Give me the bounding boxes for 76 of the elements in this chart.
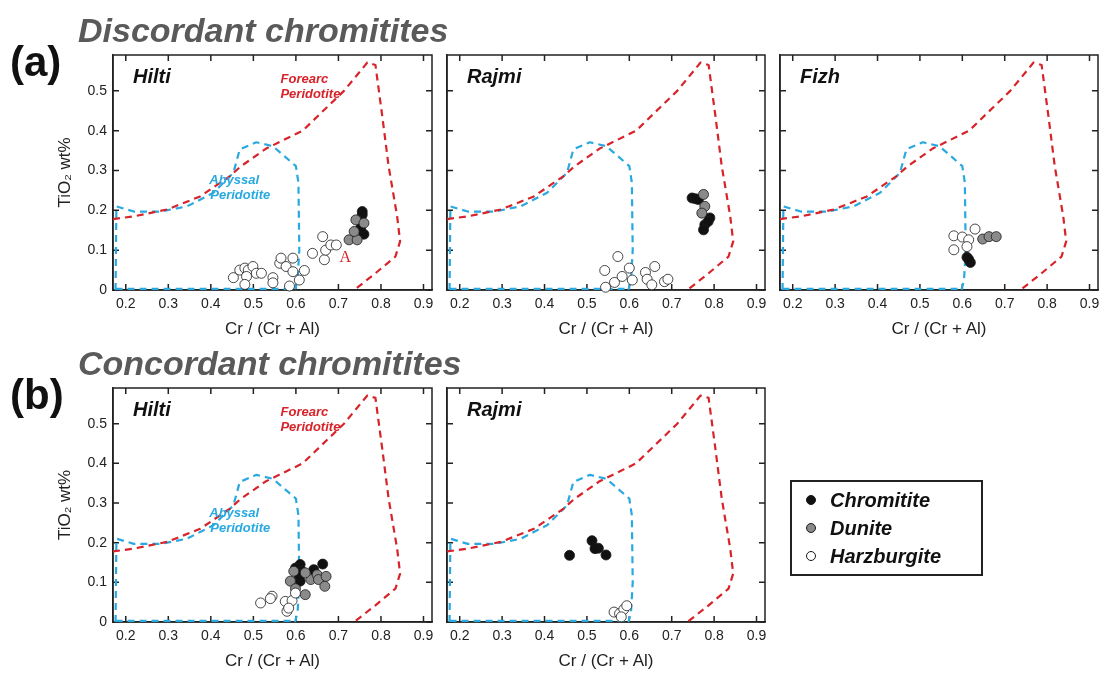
x-tick-label: 0.9 — [413, 627, 434, 644]
x-tick-label: 0.9 — [413, 295, 434, 312]
x-axis-title: Cr / (Cr + Al) — [558, 319, 654, 339]
x-axis-title: Cr / (Cr + Al) — [225, 319, 320, 339]
y-tick-label: 0.3 — [87, 493, 108, 510]
x-tick-label: 0.4 — [534, 627, 555, 644]
x-tick-label: 0.2 — [449, 295, 470, 312]
y-tick-label: 0.4 — [87, 121, 108, 138]
x-tick-label: 0.8 — [371, 295, 391, 312]
x-tick-label: 0.3 — [158, 627, 179, 644]
x-axis-title: Cr / (Cr + Al) — [558, 651, 654, 671]
x-tick-label: 0.9 — [1079, 295, 1100, 312]
x-tick-label: 0.2 — [116, 295, 136, 312]
x-tick-label: 0.9 — [746, 627, 767, 644]
series-label: Abyssal Peridotite — [208, 504, 271, 535]
x-tick-label: 0.8 — [1037, 295, 1058, 312]
text: Fizh — [800, 65, 840, 87]
series-label: Abyssal Peridotite — [208, 172, 271, 203]
x-axis-title: Cr / (Cr + Al) — [225, 651, 320, 671]
text: Concordant chromitites — [78, 344, 462, 382]
x-tick-label: 0.7 — [328, 295, 349, 312]
series-label: Forearc Peridotite — [280, 404, 341, 435]
x-tick-label: 0.6 — [286, 627, 306, 644]
x-tick-label: 0.4 — [867, 295, 888, 312]
x-tick-label: 0.4 — [201, 295, 221, 312]
x-tick-label: 0.3 — [158, 295, 179, 312]
text: Discordant chromitites — [78, 11, 449, 49]
legend-label: Dunite — [830, 516, 893, 540]
x-tick-label: 0.2 — [449, 627, 470, 644]
series-label: Forearc Peridotite — [280, 71, 341, 102]
y-axis-title: TiO₂ wt% — [54, 137, 74, 208]
x-tick-label: 0.2 — [782, 295, 803, 312]
x-tick-label: 0.7 — [661, 295, 682, 312]
x-tick-label: 0.5 — [910, 295, 930, 312]
x-tick-label: 0.6 — [619, 627, 640, 644]
y-tick-label: 0.2 — [87, 201, 108, 218]
text: Rajmi — [467, 65, 522, 87]
y-tick-label: 0.2 — [87, 533, 108, 550]
x-tick-label: 0.5 — [577, 627, 597, 644]
x-tick-label: 0.8 — [704, 627, 725, 644]
y-tick-label: 0.1 — [87, 241, 108, 258]
x-axis-title: Cr / (Cr + Al) — [891, 319, 987, 339]
y-tick-label: 0 — [99, 612, 108, 629]
x-tick-label: 0.2 — [116, 627, 136, 644]
x-tick-label: 0.4 — [534, 295, 555, 312]
y-tick-label: 0.5 — [87, 414, 108, 431]
text: (b) — [10, 371, 64, 418]
x-tick-label: 0.5 — [243, 627, 264, 644]
legend-label: Chromitite — [830, 488, 930, 512]
x-tick-label: 0.7 — [328, 627, 349, 644]
x-tick-label: 0.9 — [746, 295, 767, 312]
y-tick-label: 0.3 — [87, 161, 108, 178]
y-tick-label: 0.5 — [87, 81, 108, 98]
x-tick-label: 0.4 — [201, 627, 221, 644]
x-tick-label: 0.7 — [994, 295, 1015, 312]
x-tick-label: 0.3 — [492, 295, 513, 312]
text: Rajmi — [467, 398, 522, 420]
x-tick-label: 0.8 — [371, 627, 391, 644]
y-tick-label: 0.1 — [87, 573, 108, 590]
text: (a) — [10, 38, 62, 85]
x-tick-label: 0.5 — [243, 295, 264, 312]
x-tick-label: 0.6 — [286, 295, 306, 312]
x-tick-label: 0.8 — [704, 295, 725, 312]
text: Hilti — [133, 65, 172, 87]
y-tick-label: 0 — [99, 280, 108, 297]
annotation: A — [339, 248, 352, 266]
x-tick-label: 0.3 — [825, 295, 846, 312]
x-tick-label: 0.5 — [577, 295, 597, 312]
x-tick-label: 0.3 — [492, 627, 513, 644]
x-tick-label: 0.6 — [619, 295, 640, 312]
y-tick-label: 0.4 — [87, 454, 108, 471]
x-tick-label: 0.6 — [952, 295, 973, 312]
y-axis-title: TiO₂ wt% — [54, 469, 74, 541]
x-tick-label: 0.7 — [661, 627, 682, 644]
legend-label: Harzburgite — [830, 544, 942, 568]
text: Hilti — [133, 398, 172, 420]
